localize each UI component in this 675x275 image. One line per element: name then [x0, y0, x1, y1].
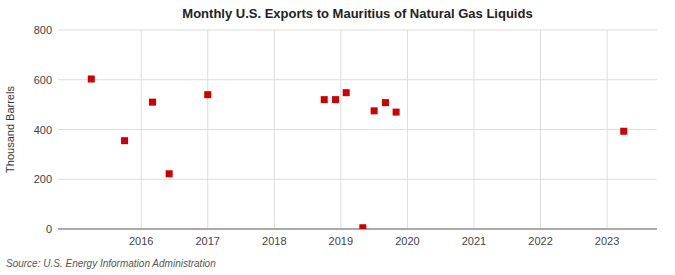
x-grid-line — [141, 30, 142, 229]
x-tick-label: 2019 — [329, 235, 353, 247]
y-tick-label: 800 — [34, 24, 52, 36]
x-grid-line — [473, 30, 474, 229]
point — [393, 109, 400, 116]
x-grid-line — [274, 30, 275, 229]
x-axis-line — [58, 229, 657, 230]
x-tick-label: 2020 — [395, 235, 419, 247]
y-grid-line — [58, 229, 657, 230]
x-tick-label: 2017 — [196, 235, 220, 247]
points — [88, 76, 627, 229]
point — [121, 137, 128, 144]
point — [371, 107, 378, 114]
x-grid-line — [540, 30, 541, 229]
point — [166, 170, 173, 177]
y-grid-line — [58, 79, 657, 80]
x-grid-line — [607, 30, 608, 229]
y-grid-line — [58, 30, 657, 31]
background — [0, 0, 675, 275]
y-tick-label: 0 — [46, 223, 52, 235]
y-tick-label: 200 — [34, 173, 52, 185]
y-grid-line — [58, 179, 657, 180]
y-tick-label: 600 — [34, 74, 52, 86]
x-grid-line — [207, 30, 208, 229]
x-grid-line — [340, 30, 341, 229]
y-tick-label: 400 — [34, 124, 52, 136]
point — [149, 99, 156, 106]
x-tick-label: 2022 — [528, 235, 552, 247]
y-grid-line — [58, 129, 657, 130]
x-tick-label: 2023 — [595, 235, 619, 247]
grid — [58, 30, 657, 229]
point — [343, 89, 350, 96]
point — [359, 224, 366, 229]
point — [332, 96, 339, 103]
y-axis-label: Thousand Barrels — [4, 86, 16, 173]
x-tick-label: 2021 — [462, 235, 486, 247]
x-tick-label: 2018 — [262, 235, 286, 247]
source-note: Source: U.S. Energy Information Administ… — [6, 258, 216, 269]
point — [620, 128, 627, 135]
title: Monthly U.S. Exports to Mauritius of Nat… — [182, 6, 532, 21]
chart-container: Monthly U.S. Exports to Mauritius of Nat… — [0, 0, 675, 275]
x-tick-label: 2016 — [129, 235, 153, 247]
x-grid-line — [407, 30, 408, 229]
chart-svg: Monthly U.S. Exports to Mauritius of Nat… — [0, 0, 675, 275]
point — [382, 99, 389, 106]
point — [204, 91, 211, 98]
point — [321, 96, 328, 103]
point — [88, 76, 95, 83]
